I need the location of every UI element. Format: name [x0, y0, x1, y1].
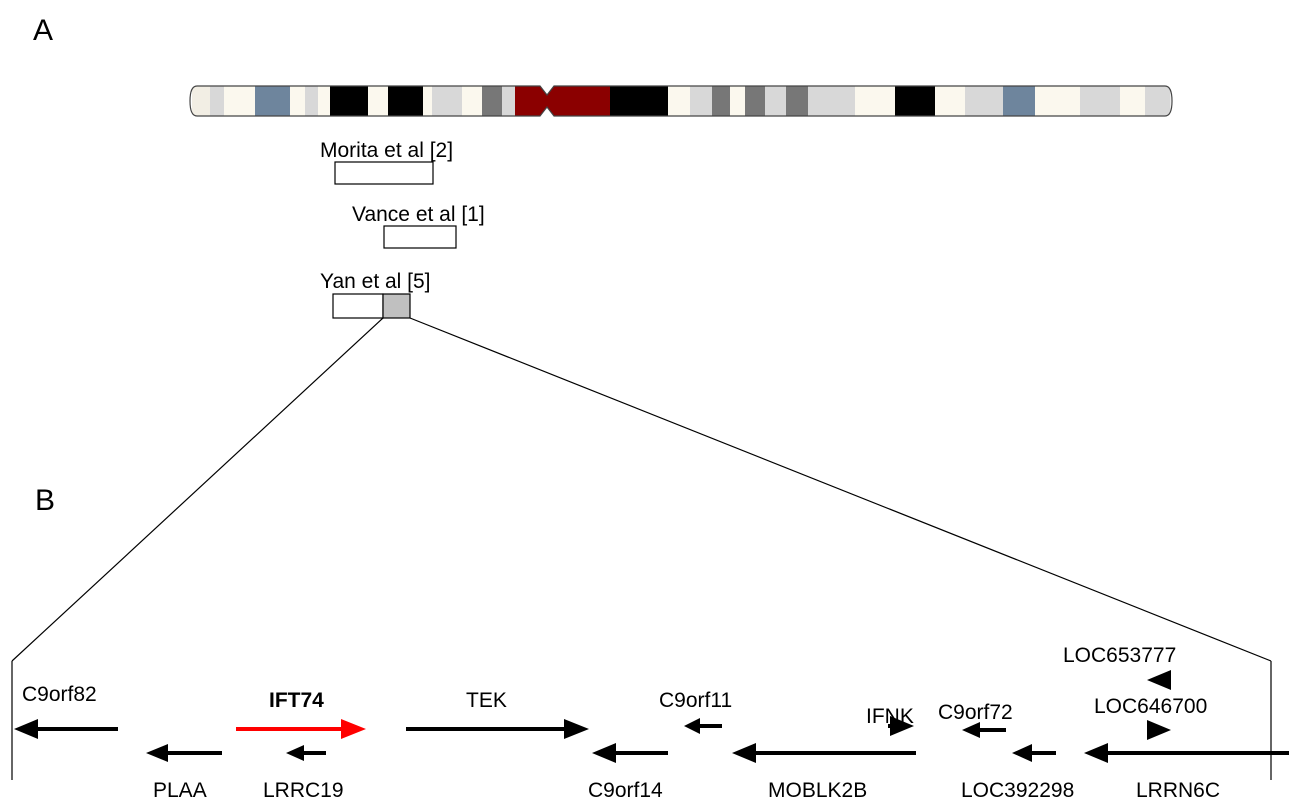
study-region-morita	[334, 161, 434, 185]
ideogram-band	[462, 86, 483, 116]
gene-label-c9orf82: C9orf82	[22, 683, 97, 706]
gene-label-loc653777: LOC653777	[1063, 644, 1176, 667]
ideogram-band	[895, 86, 936, 116]
study-label-vance: Vance et al [1]	[352, 203, 485, 226]
study-region-yan	[332, 293, 384, 319]
gene-label-moblk2b: MOBLK2B	[768, 779, 867, 802]
ideogram-band	[690, 86, 713, 116]
gene-label-c9orf72: C9orf72	[938, 701, 1013, 724]
ideogram-band	[290, 86, 306, 116]
zoom-line-right	[409, 317, 1272, 662]
gene-label-loc646700: LOC646700	[1094, 695, 1207, 718]
ideogram-band	[745, 86, 766, 116]
gene-plaa	[146, 744, 222, 762]
gene-label-lrrc19: LRRC19	[263, 779, 344, 802]
study-label-morita: Morita et al [2]	[320, 139, 453, 162]
gene-tek	[406, 719, 589, 739]
ideogram-band	[808, 86, 856, 116]
gene-c9orf11	[684, 718, 722, 734]
gene-moblk2b	[732, 743, 916, 763]
ideogram-outline	[189, 85, 1173, 117]
ideogram-band	[1035, 86, 1081, 116]
ideogram-band	[1080, 86, 1121, 116]
panel-label-b: B	[35, 484, 55, 517]
ideogram-band	[668, 86, 691, 116]
ideogram-band	[305, 86, 319, 116]
gene-label-plaa: PLAA	[153, 779, 207, 802]
gene-label-c9orf11: C9orf11	[659, 689, 732, 712]
study-region-vance	[383, 225, 457, 249]
gene-ifnk	[888, 716, 914, 736]
ideogram-band	[388, 86, 424, 116]
gene-loc646700	[1147, 720, 1171, 740]
gene-lrrc19	[286, 745, 326, 761]
ideogram-band	[965, 86, 1004, 116]
gene-c9orf82	[14, 719, 118, 739]
study-label-yan: Yan et al [5]	[320, 270, 431, 293]
gene-label-tek: TEK	[466, 689, 507, 712]
ideogram-band	[255, 86, 291, 116]
ideogram-band	[224, 86, 256, 116]
ideogram-band	[502, 86, 516, 116]
chromosome-ideogram	[189, 85, 1173, 117]
gene-label-ift74: IFT74	[269, 689, 324, 712]
ideogram-band	[210, 86, 225, 116]
gene-label-loc392298: LOC392298	[961, 779, 1074, 802]
zoom-line-left	[11, 317, 384, 662]
ideogram-band	[432, 86, 463, 116]
panel-label-a: A	[33, 14, 53, 47]
ideogram-band	[1003, 86, 1036, 116]
ideogram-band	[423, 86, 433, 116]
gene-label-lrrn6c: LRRN6C	[1136, 779, 1220, 802]
ideogram-band	[712, 86, 731, 116]
ideogram-centromere	[546, 86, 552, 116]
gene-label-ifnk: IFNK	[866, 705, 914, 728]
ideogram-band	[192, 86, 211, 116]
ideogram-band	[1145, 86, 1171, 116]
gene-loc392298	[1012, 744, 1056, 762]
ideogram-band	[550, 86, 611, 116]
gene-lrrn6c	[1084, 743, 1289, 763]
gene-c9orf72	[962, 722, 1006, 738]
study-region-yan-highlight	[382, 293, 411, 319]
ideogram-band	[765, 86, 787, 116]
ideogram-band	[515, 86, 548, 116]
ideogram-band	[855, 86, 896, 116]
ideogram-band	[318, 86, 331, 116]
gene-loc653777	[1147, 670, 1171, 690]
ideogram-band	[935, 86, 966, 116]
ideogram-band	[786, 86, 809, 116]
gene-c9orf14	[592, 743, 668, 763]
ideogram-band	[482, 86, 503, 116]
gene-ift74	[236, 719, 366, 739]
ideogram-band	[730, 86, 746, 116]
ideogram-band	[610, 86, 669, 116]
ideogram-band	[368, 86, 389, 116]
gene-label-c9orf14: C9orf14	[588, 779, 663, 802]
ideogram-band	[1120, 86, 1146, 116]
ideogram-band	[330, 86, 369, 116]
